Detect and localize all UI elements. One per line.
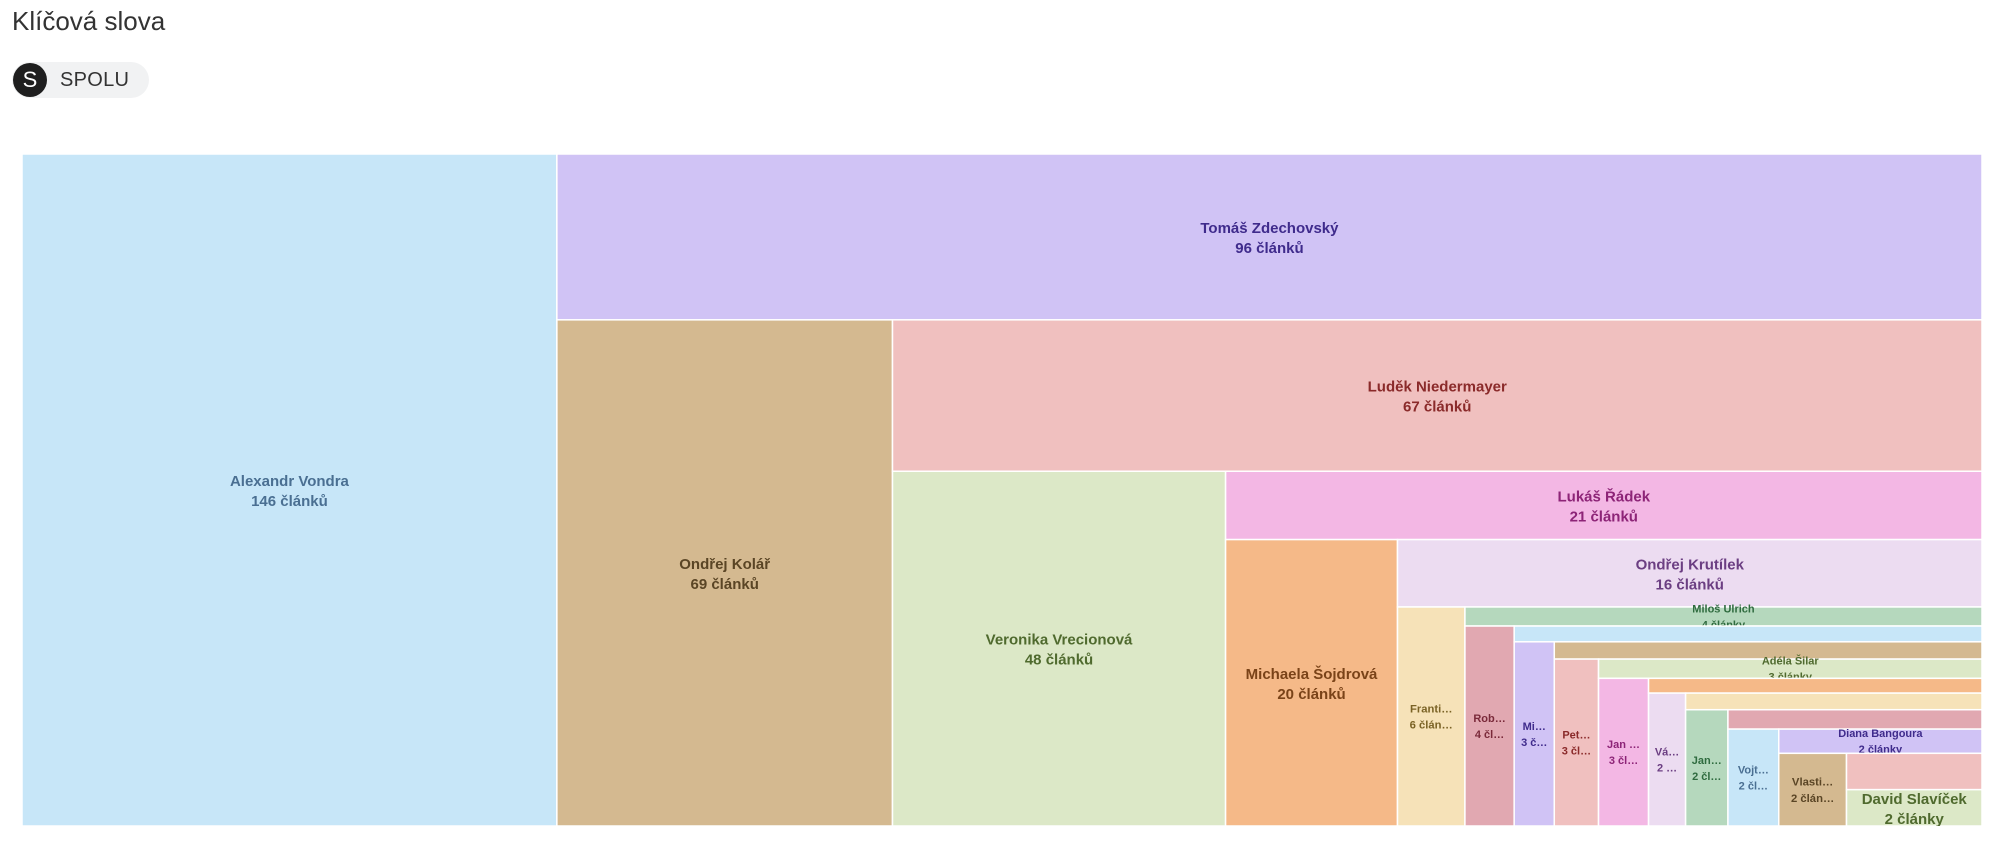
treemap-count-label: 2 čl… <box>1692 771 1721 783</box>
treemap-count-label: 3 čl… <box>1609 755 1638 767</box>
treemap-cell-ludek-niedermayer[interactable]: Luděk Niedermayer 67 článků <box>891 319 1982 472</box>
treemap-rect-veronika-vrecionova[interactable] <box>891 470 1227 826</box>
treemap-count-label: 21 článků <box>1570 508 1638 525</box>
treemap-cell-michaela-sojdrova[interactable]: Michaela Šojdrová 20 článků <box>1224 538 1399 826</box>
treemap-label: Veronika Vrecionová <box>986 632 1133 649</box>
treemap-count-label: 6 člán… <box>1410 720 1453 732</box>
treemap-cell-david-slavicek[interactable]: David Slavíček 2 články <box>1845 788 1982 826</box>
treemap-label: Ondřej Krutílek <box>1636 556 1745 573</box>
treemap-label: Vlasti… <box>1792 777 1833 789</box>
treemap-rect-unlabeled-rose[interactable] <box>1727 708 1982 730</box>
treemap-cell-ondrej-kolar[interactable]: Ondřej Kolář 69 článků <box>556 319 894 826</box>
treemap-rect-tomas-zdechovsky[interactable] <box>556 154 1982 321</box>
treemap-cell-vojtech[interactable]: Vojt… 2 čl… <box>1727 728 1780 826</box>
treemap-rect-unlabeled-light-blue[interactable] <box>1513 625 1982 643</box>
treemap-rect-unlabeled-orange[interactable] <box>1647 677 1982 694</box>
treemap-count-label: 2 články <box>1885 811 1945 826</box>
treemap-cell-unlabeled-pink[interactable] <box>1845 752 1982 791</box>
treemap-cell-petr[interactable]: Pet… 3 čl… <box>1553 658 1600 826</box>
treemap-cell-alexandr-vondra[interactable]: Alexandr Vondra 146 článků <box>22 154 558 826</box>
treemap-cell-unlabeled-cream[interactable] <box>1684 692 1982 711</box>
treemap-count-label: 2 čl… <box>1739 781 1768 793</box>
treemap-rect-michaela-sojdrova[interactable] <box>1224 538 1399 826</box>
treemap-count-label: 96 článků <box>1235 240 1303 257</box>
treemap-count-label: 20 článků <box>1277 686 1345 703</box>
treemap-rect-frantisek[interactable] <box>1396 606 1466 826</box>
treemap-rect-vaclav[interactable] <box>1647 692 1687 826</box>
treemap-count-label: 48 článků <box>1025 652 1093 669</box>
treemap-rect-david-slavicek[interactable] <box>1845 788 1982 826</box>
treemap-cell-tomas-zdechovsky[interactable]: Tomáš Zdechovský 96 článků <box>556 154 1982 321</box>
treemap-label: Lukáš Řádek <box>1558 487 1651 505</box>
treemap-rect-jana[interactable] <box>1684 708 1729 826</box>
treemap-cell-lukas-radek[interactable]: Lukáš Řádek 21 článků <box>1224 470 1982 541</box>
chip-label: SPOLU <box>60 68 130 91</box>
treemap-label: Adéla Šilar <box>1762 655 1820 668</box>
treemap-cell-jan[interactable]: Jan … 3 čl… <box>1597 677 1650 826</box>
treemap-cell-frantisek[interactable]: Franti… 6 člán… <box>1396 606 1466 826</box>
treemap-cell-unlabeled-light-blue[interactable] <box>1513 625 1982 643</box>
treemap-label: Luděk Niedermayer <box>1368 379 1507 396</box>
treemap-count-label: 4 čl… <box>1475 729 1504 741</box>
treemap-rect-vojtech[interactable] <box>1727 728 1780 826</box>
treemap-cell-unlabeled-orange[interactable] <box>1647 677 1982 694</box>
chip-avatar: S <box>13 63 47 97</box>
treemap-rect-ondrej-krutilek[interactable] <box>1396 538 1982 608</box>
treemap-count-label: 69 článků <box>690 576 758 593</box>
treemap-rect-unlabeled-pink[interactable] <box>1845 752 1982 791</box>
treemap-cell-vlastimil[interactable]: Vlasti… 2 člán… <box>1778 752 1848 826</box>
treemap-cell-ondrej-krutilek[interactable]: Ondřej Krutílek 16 článků <box>1396 538 1982 608</box>
treemap-label: Tomáš Zdechovský <box>1200 220 1339 237</box>
page-title: Klíčová slova <box>12 6 166 36</box>
treemap-label: Michaela Šojdrová <box>1246 665 1378 683</box>
treemap-rect-lukas-radek[interactable] <box>1224 470 1982 541</box>
treemap-cell-robert[interactable]: Rob… 4 čl… <box>1464 625 1515 826</box>
treemap-count-label: 67 článků <box>1403 399 1471 416</box>
treemap-count-label: 3 čl… <box>1562 746 1591 758</box>
treemap-rect-unlabeled-cream[interactable] <box>1684 692 1982 711</box>
treemap-rect-alexandr-vondra[interactable] <box>22 154 558 826</box>
treemap-rect-jan[interactable] <box>1597 677 1650 826</box>
treemap-count-label: 2 … <box>1657 763 1677 775</box>
treemap-label: Pet… <box>1562 730 1590 742</box>
treemap-rect-mi[interactable] <box>1513 641 1556 826</box>
treemap-count-label: 146 článků <box>251 493 328 510</box>
treemap-count-label: 2 člán… <box>1791 793 1834 805</box>
filter-chip-spolu[interactable]: S SPOLU <box>12 62 150 98</box>
treemap-chart: Alexandr Vondra 146 článků Tomáš Zdechovsk… <box>22 154 1982 826</box>
treemap-label: Jan … <box>1607 739 1640 751</box>
treemap-count-label: 3 č… <box>1521 737 1547 749</box>
treemap-cell-unlabeled-rose[interactable] <box>1727 708 1982 730</box>
treemap-cell-mi[interactable]: Mi… 3 č… <box>1513 641 1556 826</box>
treemap-label: Alexandr Vondra <box>230 473 350 490</box>
treemap-count-label: 16 článků <box>1656 576 1724 593</box>
treemap-label: Rob… <box>1473 713 1505 725</box>
treemap-label: Mi… <box>1523 721 1546 733</box>
treemap-rect-petr[interactable] <box>1553 658 1600 826</box>
treemap-label: Vojt… <box>1738 765 1769 777</box>
treemap-rect-vlastimil[interactable] <box>1778 752 1848 826</box>
treemap-cell-veronika-vrecionova[interactable]: Veronika Vrecionová 48 článků <box>891 470 1227 826</box>
treemap-rect-ludek-niedermayer[interactable] <box>891 319 1982 472</box>
treemap-label: Jan… <box>1692 755 1722 767</box>
treemap-label: David Slavíček <box>1862 791 1968 808</box>
treemap-rect-robert[interactable] <box>1464 625 1515 826</box>
treemap-cell-jana[interactable]: Jan… 2 čl… <box>1684 708 1729 826</box>
treemap-rect-ondrej-kolar[interactable] <box>556 319 894 826</box>
treemap-label: Diana Bangoura <box>1838 728 1923 740</box>
treemap-label: Miloš Ulrich <box>1692 603 1755 615</box>
treemap-cell-vaclav[interactable]: Vá… 2 … <box>1647 692 1687 826</box>
treemap-label: Franti… <box>1410 703 1452 715</box>
treemap-label: Vá… <box>1655 747 1679 759</box>
treemap-label: Ondřej Kolář <box>679 556 770 573</box>
